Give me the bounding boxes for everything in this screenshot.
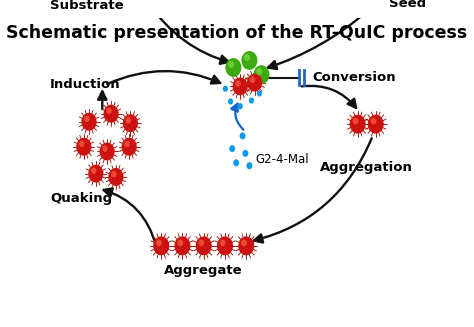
Circle shape: [241, 51, 257, 70]
FancyArrowPatch shape: [301, 86, 356, 108]
FancyArrowPatch shape: [149, 4, 229, 64]
Circle shape: [137, 0, 153, 1]
Circle shape: [112, 2, 118, 9]
Text: Schematic presentation of the RT-QuIC process: Schematic presentation of the RT-QuIC pr…: [6, 24, 468, 42]
Circle shape: [233, 159, 239, 166]
Circle shape: [79, 141, 84, 147]
Circle shape: [84, 116, 90, 122]
Circle shape: [124, 141, 130, 147]
FancyArrowPatch shape: [104, 188, 156, 246]
Circle shape: [241, 239, 247, 246]
Circle shape: [257, 90, 262, 96]
Circle shape: [371, 0, 376, 4]
Circle shape: [153, 236, 169, 255]
Circle shape: [249, 97, 254, 104]
Text: Quaking: Quaking: [50, 192, 112, 205]
Circle shape: [100, 143, 115, 161]
Text: Aggregation: Aggregation: [320, 161, 413, 174]
FancyArrowPatch shape: [98, 91, 107, 109]
Circle shape: [106, 108, 112, 114]
Circle shape: [233, 77, 248, 95]
Circle shape: [350, 115, 366, 133]
Circle shape: [111, 171, 117, 177]
Circle shape: [353, 118, 358, 125]
Circle shape: [82, 113, 97, 131]
Circle shape: [103, 105, 118, 123]
Text: Seed: Seed: [389, 0, 426, 10]
Circle shape: [247, 74, 262, 92]
Circle shape: [217, 236, 233, 255]
Circle shape: [371, 118, 376, 125]
FancyArrowPatch shape: [107, 71, 220, 84]
Circle shape: [223, 86, 228, 92]
Circle shape: [225, 58, 241, 77]
Circle shape: [228, 98, 233, 105]
Circle shape: [238, 236, 254, 255]
Circle shape: [246, 162, 253, 169]
Text: G2-4-Mal: G2-4-Mal: [255, 153, 309, 166]
FancyArrowPatch shape: [231, 104, 244, 130]
Circle shape: [123, 114, 138, 132]
Circle shape: [242, 150, 248, 157]
Circle shape: [239, 132, 246, 139]
Circle shape: [229, 145, 235, 152]
Circle shape: [235, 80, 241, 87]
Circle shape: [220, 239, 226, 246]
Circle shape: [254, 65, 270, 84]
Text: Substrate: Substrate: [50, 0, 124, 12]
Circle shape: [108, 168, 124, 186]
Circle shape: [132, 0, 138, 6]
Circle shape: [244, 54, 250, 61]
Text: Aggregate: Aggregate: [164, 264, 243, 277]
Text: Conversion: Conversion: [312, 71, 396, 84]
Circle shape: [129, 0, 145, 15]
Circle shape: [256, 68, 262, 75]
Circle shape: [199, 239, 204, 246]
Circle shape: [237, 103, 243, 109]
Circle shape: [368, 0, 383, 13]
Circle shape: [109, 0, 125, 18]
Circle shape: [88, 165, 103, 182]
Circle shape: [228, 61, 234, 68]
Circle shape: [102, 146, 108, 152]
Circle shape: [177, 239, 183, 246]
Circle shape: [368, 115, 384, 133]
FancyArrowPatch shape: [254, 138, 372, 243]
Circle shape: [126, 117, 131, 124]
Circle shape: [250, 77, 255, 83]
Circle shape: [121, 138, 137, 156]
Text: Induction: Induction: [50, 77, 121, 91]
FancyArrowPatch shape: [268, 11, 368, 69]
Circle shape: [174, 236, 191, 255]
Circle shape: [156, 239, 162, 246]
Circle shape: [91, 167, 97, 174]
Circle shape: [196, 236, 212, 255]
Circle shape: [76, 138, 91, 156]
